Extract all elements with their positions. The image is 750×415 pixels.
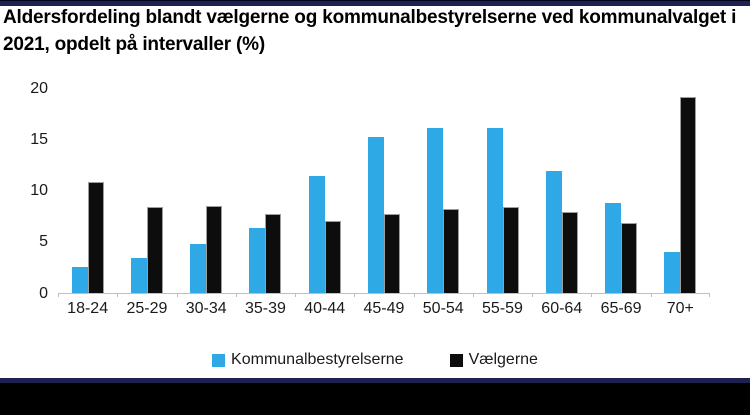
y-axis: 0 5 10 15 20: [0, 80, 48, 302]
x-axis-label-35-39: 35-39: [244, 300, 286, 317]
bar-kommunalbestyrelserne-50-54: [427, 127, 444, 293]
y-axis-tick-label: 0: [39, 284, 48, 302]
legend: Kommunalbestyrelserne Vælgerne: [0, 351, 750, 369]
x-axis-tick-mark: [473, 293, 474, 297]
chart-title-line-1: Aldersfordeling blandt vælgerne og kommu…: [3, 7, 737, 28]
bar-vaelgerne-50-54: [443, 208, 460, 293]
bar-vaelgerne-18-24: [87, 182, 104, 293]
x-axis-label-60-64: 60-64: [541, 300, 583, 317]
bar-vaelgerne-35-39: [265, 214, 282, 293]
legend-swatch-vaelgerne-icon: [449, 353, 463, 367]
x-axis-tick-mark: [414, 293, 415, 297]
legend-label-vaelgerne: Vælgerne: [468, 351, 538, 368]
chart-title: Aldersfordeling blandt vælgerne og kommu…: [3, 4, 749, 58]
y-axis-tick-label: 20: [30, 79, 48, 97]
legend-label-kommunalbestyrelserne: Kommunalbestyrelserne: [231, 351, 404, 368]
x-axis-tick-mark: [58, 293, 59, 297]
x-axis-tick-mark: [354, 293, 355, 297]
x-axis-tick-mark: [295, 293, 296, 297]
bar-kommunalbestyrelserne-25-29: [130, 258, 147, 293]
legend-swatch-kommunalbestyrelserne-icon: [212, 353, 226, 367]
x-axis-label-50-54: 50-54: [422, 300, 464, 317]
bar-kommunalbestyrelserne-70+: [664, 252, 681, 293]
plot-area: [58, 88, 710, 297]
x-axis-label-40-44: 40-44: [304, 300, 346, 317]
bar-vaelgerne-60-64: [561, 212, 578, 293]
top-border-stripe: [0, 0, 750, 6]
bar-kommunalbestyrelserne-55-59: [486, 127, 503, 293]
bar-vaelgerne-65-69: [621, 223, 638, 293]
y-axis-tick-label: 5: [39, 233, 48, 251]
x-axis-label-45-49: 45-49: [363, 300, 405, 317]
bar-kommunalbestyrelserne-40-44: [308, 176, 325, 293]
bar-kommunalbestyrelserne-60-64: [545, 171, 562, 293]
bottom-border-bar: [0, 378, 750, 415]
bar-vaelgerne-45-49: [384, 214, 400, 293]
x-axis-label-25-29: 25-29: [126, 300, 168, 317]
bar-vaelgerne-55-59: [502, 206, 519, 293]
x-axis: 18-24 25-29 30-34 35-39 40-44 45-49 50-54 55-59…: [58, 300, 710, 318]
bar-vaelgerne-25-29: [146, 206, 163, 293]
bar-kommunalbestyrelserne-45-49: [368, 137, 384, 293]
x-axis-tick-mark: [591, 293, 592, 297]
y-axis-tick-label: 10: [30, 182, 48, 199]
x-axis-label-18-24: 18-24: [67, 300, 109, 317]
x-axis-tick-mark: [236, 293, 237, 297]
x-axis-tick-mark: [651, 293, 652, 297]
bar-vaelgerne-30-34: [206, 205, 223, 293]
legend-item-vaelgerne: Vælgerne: [449, 351, 538, 369]
x-axis-label-70+: 70+: [666, 300, 694, 317]
x-axis-tick-mark: [532, 293, 533, 297]
x-axis-tick-mark: [117, 293, 118, 297]
bar-vaelgerne-70+: [680, 97, 697, 293]
y-axis-tick-label: 15: [30, 130, 48, 148]
x-axis-label-55-59: 55-59: [482, 300, 523, 317]
bar-kommunalbestyrelserne-18-24: [71, 267, 88, 293]
bar-kommunalbestyrelserne-35-39: [249, 228, 266, 293]
x-axis-label-65-69: 65-69: [600, 300, 642, 317]
legend-item-kommunalbestyrelserne: Kommunalbestyrelserne: [212, 351, 404, 369]
bar-kommunalbestyrelserne-30-34: [190, 243, 207, 293]
chart-title-line-2: 2021, opdelt på intervaller (%): [3, 34, 265, 55]
x-axis-label-30-34: 30-34: [185, 300, 227, 317]
bar-kommunalbestyrelserne-65-69: [605, 202, 622, 293]
bar-vaelgerne-40-44: [324, 221, 341, 293]
x-axis-tick-mark: [709, 293, 710, 297]
x-axis-tick-mark: [177, 293, 178, 297]
